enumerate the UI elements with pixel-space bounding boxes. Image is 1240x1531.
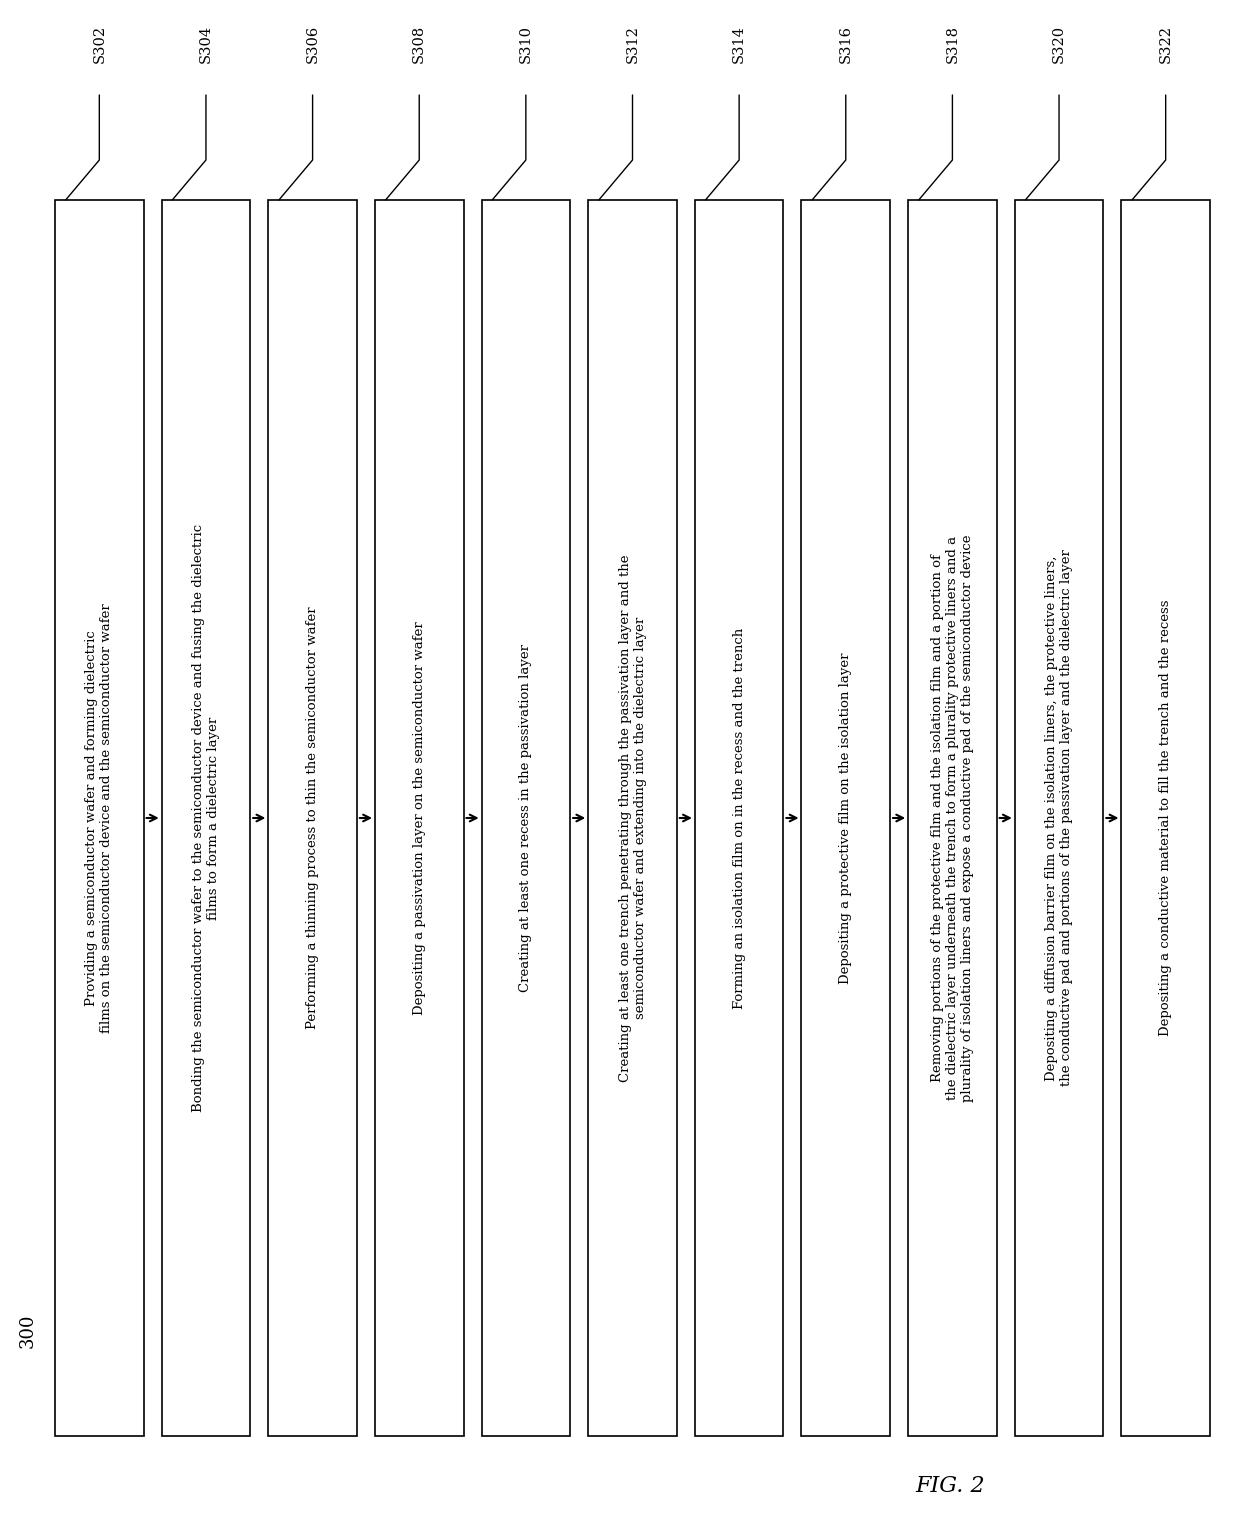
Text: Depositing a conductive material to fill the trench and the recess: Depositing a conductive material to fill… [1159, 600, 1172, 1036]
Text: S320: S320 [1052, 24, 1066, 63]
Text: S312: S312 [625, 24, 640, 63]
Text: Forming an isolation film on in the recess and the trench: Forming an isolation film on in the rece… [733, 628, 745, 1009]
Text: Depositing a protective film on the isolation layer: Depositing a protective film on the isol… [839, 652, 852, 984]
Text: S304: S304 [198, 24, 213, 63]
Bar [1014, 201, 1104, 1436]
Bar [55, 201, 144, 1436]
Text: S308: S308 [412, 24, 427, 63]
Text: S314: S314 [732, 24, 746, 63]
Text: S316: S316 [838, 24, 853, 63]
Text: Performing a thinning process to thin the semiconductor wafer: Performing a thinning process to thin th… [306, 606, 319, 1029]
Bar [908, 201, 997, 1436]
Bar [694, 201, 784, 1436]
Text: Providing a semiconductor wafer and forming dielectric
films on the semiconducto: Providing a semiconductor wafer and form… [86, 603, 113, 1033]
Text: Creating at least one recess in the passivation layer: Creating at least one recess in the pass… [520, 645, 532, 992]
Text: S322: S322 [1158, 24, 1173, 63]
Text: Removing portions of the protective film and the isolation film and a portion of: Removing portions of the protective film… [931, 534, 973, 1102]
Text: Creating at least one trench penetrating through the passivation layer and the
s: Creating at least one trench penetrating… [619, 554, 646, 1082]
Bar [374, 201, 464, 1436]
Bar [588, 201, 677, 1436]
Text: FIG. 2: FIG. 2 [915, 1474, 985, 1497]
Bar [161, 201, 250, 1436]
Text: Depositing a passivation layer on the semiconductor wafer: Depositing a passivation layer on the se… [413, 622, 425, 1015]
Bar [801, 201, 890, 1436]
Bar [1121, 201, 1210, 1436]
Text: 300: 300 [19, 1314, 37, 1349]
Text: S318: S318 [945, 24, 960, 63]
Text: Depositing a diffusion barrier film on the isolation liners, the protective line: Depositing a diffusion barrier film on t… [1045, 550, 1073, 1087]
Bar [481, 201, 570, 1436]
Text: S310: S310 [518, 24, 533, 63]
Text: S302: S302 [92, 24, 107, 63]
Text: Bonding the semiconductor wafer to the semiconductor device and fusing the diele: Bonding the semiconductor wafer to the s… [192, 524, 219, 1112]
Text: S306: S306 [305, 24, 320, 63]
Bar [268, 201, 357, 1436]
